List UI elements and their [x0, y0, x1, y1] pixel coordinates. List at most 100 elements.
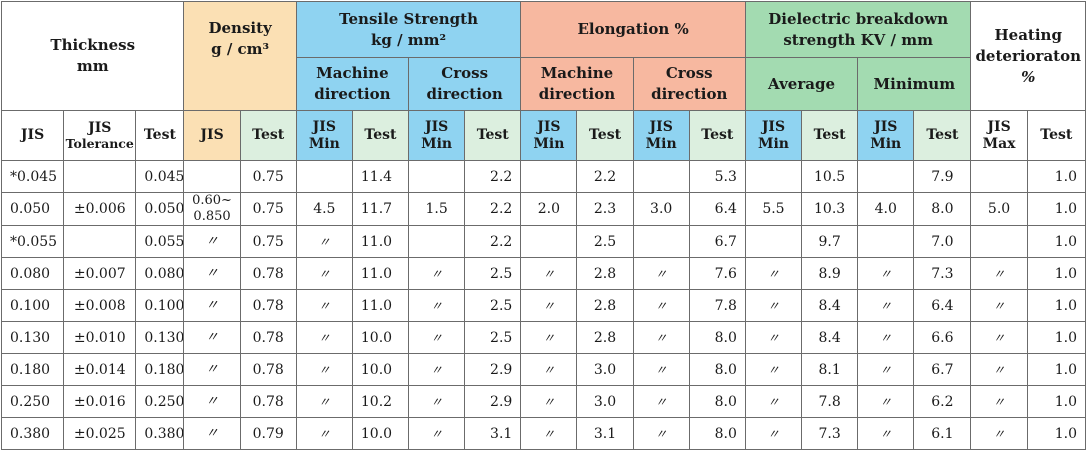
- dielectric-minimum-test-cell: 6.6: [913, 321, 972, 354]
- tensile-cross-jis-min-header: JIS Min: [408, 110, 466, 161]
- heating-test-cell: 1.0: [1026, 225, 1087, 258]
- tensile-machine-jis-min-cell: 〃: [295, 385, 353, 418]
- tensile-cross-test-cell: 2.5: [464, 321, 522, 354]
- tensile-machine-test-cell: 10.0: [351, 417, 410, 450]
- density-test-cell: 0.78: [239, 321, 297, 354]
- tensile-machine-test-cell: 11.0: [351, 257, 410, 290]
- thickness-jis-cell: *0.045: [0, 160, 65, 193]
- table-row: *0.055 0.055 〃 0.75 〃 11.0 2.2 2.5 6.7 9.7 7.0 1.0: [0, 225, 1087, 258]
- dielectric-minimum-jis-min-cell: 〃: [857, 289, 915, 322]
- dielectric-minimum-header: Minimum: [857, 57, 972, 111]
- dielectric-average-jis-min-cell: [744, 160, 803, 193]
- tensile-cross-jis-min-cell: 〃: [408, 353, 466, 386]
- elongation-cross-test-cell: 8.0: [688, 385, 746, 418]
- elongation-cross-header: Cross direction: [632, 57, 746, 111]
- heating-jis-max-cell: 〃: [970, 353, 1028, 386]
- tensile-cross-test-cell: 2.2: [464, 225, 522, 258]
- thickness-tolerance-cell: ±0.014: [63, 353, 137, 386]
- elongation-machine-test-cell: 2.8: [576, 257, 634, 290]
- tensile-machine-jis-min-cell: 〃: [295, 257, 353, 290]
- elongation-cross-jis-min-cell: 〃: [632, 289, 690, 322]
- elongation-cross-test-cell: 7.6: [688, 257, 746, 290]
- tensile-machine-jis-min-cell: 〃: [295, 417, 353, 450]
- dielectric-average-test-cell: 7.3: [801, 417, 859, 450]
- tensile-cross-test-cell: 2.5: [464, 257, 522, 290]
- elongation-machine-test-cell: 2.3: [576, 192, 634, 226]
- elongation-machine-jis-min-cell: [520, 160, 578, 193]
- density-jis-cell: 0.60~ 0.850: [183, 192, 241, 226]
- thickness-jis-cell: 0.080: [0, 257, 65, 290]
- density-test-cell: 0.75: [239, 225, 297, 258]
- dielectric-average-test-cell: 10.5: [801, 160, 859, 193]
- elongation-cross-jis-min-header: JIS Min: [632, 110, 690, 161]
- density-header: Density g / cm³: [183, 1, 297, 111]
- heating-test-header: Test: [1026, 110, 1087, 161]
- dielectric-minimum-test-cell: 7.3: [913, 257, 972, 290]
- tensile-cross-jis-min-cell: [408, 160, 466, 193]
- dielectric-header: Dielectric breakdown strength KV / mm: [744, 1, 972, 58]
- table-row: 0.050 ±0.006 0.050 0.60~ 0.850 0.75 4.5 11.7 1.5…: [0, 192, 1087, 226]
- thickness-test-cell: 0.045: [135, 160, 185, 193]
- dielectric-average-jis-min-cell: 5.5: [744, 192, 803, 226]
- density-test-cell: 0.78: [239, 385, 297, 418]
- dielectric-average-test-cell: 8.4: [801, 289, 859, 322]
- heating-jis-max-cell: [970, 160, 1028, 193]
- elongation-cross-jis-min-cell: [632, 160, 690, 193]
- heating-jis-max-cell: 〃: [970, 385, 1028, 418]
- thickness-jis-tolerance-header: JIS Tolerance: [63, 110, 137, 161]
- table-row: 0.080 ±0.007 0.080 〃 0.78 〃 11.0 〃 2.5 〃 2.8 〃 7.6 〃 8…: [0, 257, 1087, 290]
- dielectric-minimum-jis-min-cell: 〃: [857, 321, 915, 354]
- thickness-tolerance-cell: ±0.007: [63, 257, 137, 290]
- dielectric-minimum-jis-min-cell: 〃: [857, 417, 915, 450]
- elongation-cross-jis-min-cell: 〃: [632, 417, 690, 450]
- elongation-cross-jis-min-cell: [632, 225, 690, 258]
- heating-jis-max-cell: 〃: [970, 289, 1028, 322]
- elongation-cross-test-cell: 6.7: [688, 225, 746, 258]
- heating-jis-max-cell: 〃: [970, 417, 1028, 450]
- dielectric-minimum-test-cell: 8.0: [913, 192, 972, 226]
- elongation-machine-test-cell: 2.5: [576, 225, 634, 258]
- elongation-machine-jis-min-cell: 〃: [520, 385, 578, 418]
- tensile-machine-test-cell: 11.7: [351, 192, 410, 226]
- elongation-header: Elongation %: [520, 1, 746, 58]
- tensile-machine-test-cell: 10.2: [351, 385, 410, 418]
- tensile-machine-jis-min-cell: 〃: [295, 289, 353, 322]
- tensile-cross-jis-min-cell: 〃: [408, 257, 466, 290]
- thickness-jis-header: JIS: [0, 110, 65, 161]
- elongation-cross-test-header: Test: [688, 110, 746, 161]
- elongation-machine-test-cell: 2.2: [576, 160, 634, 193]
- elongation-cross-test-cell: 8.0: [688, 321, 746, 354]
- heating-test-cell: 1.0: [1026, 417, 1087, 450]
- dielectric-average-test-header: Test: [801, 110, 859, 161]
- elongation-machine-test-header: Test: [576, 110, 634, 161]
- tensile-machine-test-cell: 10.0: [351, 353, 410, 386]
- heating-test-cell: 1.0: [1026, 321, 1087, 354]
- tensile-machine-header: Machine direction: [295, 57, 410, 111]
- thickness-test-cell: 0.055: [135, 225, 185, 258]
- thickness-jis-cell: 0.180: [0, 353, 65, 386]
- thickness-jis-cell: *0.055: [0, 225, 65, 258]
- density-jis-cell: [183, 160, 241, 193]
- heating-header: Heating deterioraton %: [970, 1, 1086, 111]
- heating-test-cell: 1.0: [1026, 257, 1087, 290]
- tensile-cross-test-cell: 2.9: [464, 353, 522, 386]
- density-jis-cell: 〃: [183, 225, 241, 258]
- density-test-cell: 0.78: [239, 289, 297, 322]
- dielectric-average-jis-min-cell: 〃: [744, 257, 803, 290]
- tensile-machine-test-cell: 10.0: [351, 321, 410, 354]
- tensile-cross-test-header: Test: [464, 110, 522, 161]
- heating-test-cell: 1.0: [1026, 353, 1087, 386]
- density-jis-cell: 〃: [183, 353, 241, 386]
- elongation-cross-jis-min-cell: 〃: [632, 385, 690, 418]
- thickness-test-cell: 0.050: [135, 192, 185, 226]
- tensile-cross-test-cell: 2.2: [464, 160, 522, 193]
- dielectric-average-test-cell: 7.8: [801, 385, 859, 418]
- heating-jis-max-cell: [970, 225, 1028, 258]
- dielectric-minimum-jis-min-cell: [857, 160, 915, 193]
- thickness-tolerance-cell: ±0.008: [63, 289, 137, 322]
- dielectric-average-jis-min-header: JIS Min: [744, 110, 803, 161]
- dielectric-minimum-jis-min-cell: 〃: [857, 257, 915, 290]
- dielectric-average-test-cell: 8.9: [801, 257, 859, 290]
- elongation-machine-jis-min-cell: 〃: [520, 321, 578, 354]
- elongation-machine-jis-min-cell: [520, 225, 578, 258]
